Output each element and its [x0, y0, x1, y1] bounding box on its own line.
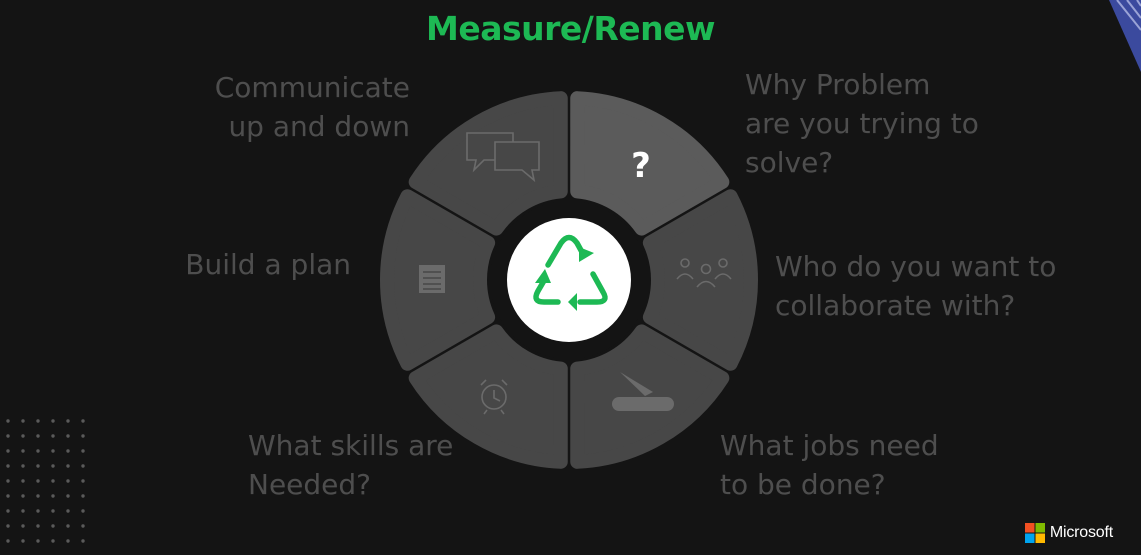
decor-dot — [51, 479, 55, 483]
decor-dot — [81, 449, 85, 453]
decor-dot — [6, 419, 10, 423]
wheel-segment-problem — [570, 91, 730, 236]
label-problem: Why Problem are you trying to solve? — [745, 68, 979, 179]
decor-dot — [36, 539, 40, 543]
notepad-icon — [419, 265, 445, 293]
wheel-segment-collaborate — [642, 189, 758, 371]
decor-dot — [66, 494, 70, 498]
decor-dot — [21, 509, 25, 513]
decor-dot — [66, 419, 70, 423]
decor-dot — [66, 509, 70, 513]
question-mark-icon: ? — [631, 146, 651, 186]
decor-dot — [66, 434, 70, 438]
wheel-segment-communicate — [408, 91, 568, 236]
decor-dot — [6, 539, 10, 543]
wheel-segment-skills — [408, 324, 568, 469]
decor-dot — [51, 494, 55, 498]
label-collaborate: Who do you want to collaborate with? — [775, 250, 1057, 322]
decor-dot — [51, 449, 55, 453]
svg-text:?: ? — [631, 146, 651, 186]
decor-dot — [81, 509, 85, 513]
decor-dot — [21, 524, 25, 528]
decor-dot — [81, 464, 85, 468]
decor-dot — [66, 464, 70, 468]
decor-dot — [21, 539, 25, 543]
decor-dot — [21, 449, 25, 453]
microsoft-logo: Microsoft — [1024, 523, 1113, 543]
decor-dot — [51, 539, 55, 543]
decor-dot — [6, 479, 10, 483]
decor-dot — [66, 539, 70, 543]
decor-dot — [21, 464, 25, 468]
decor-dot — [81, 479, 85, 483]
decor-dot — [81, 419, 85, 423]
decor-dot — [21, 434, 25, 438]
decor-dot — [21, 494, 25, 498]
recycle-icon — [533, 234, 608, 311]
dot-grid-decoration — [6, 419, 85, 543]
decor-dot — [6, 464, 10, 468]
decor-dot — [21, 419, 25, 423]
decor-dot — [6, 524, 10, 528]
brand-name: Microsoft — [1049, 524, 1113, 541]
alarm-clock-icon — [480, 379, 508, 415]
label-skills: What skills are Needed? — [248, 429, 454, 501]
decor-dot — [6, 434, 10, 438]
page-title: Measure/Renew — [426, 9, 716, 48]
pocket-knife-icon — [612, 372, 674, 411]
decor-dot — [81, 539, 85, 543]
decor-dot — [36, 434, 40, 438]
decor-dot — [81, 524, 85, 528]
label-communicate: Communicate up and down — [214, 71, 410, 143]
decor-dot — [36, 479, 40, 483]
people-icon — [676, 258, 732, 288]
decor-dot — [36, 524, 40, 528]
decor-dot — [51, 464, 55, 468]
decor-dot — [6, 449, 10, 453]
decor-dot — [51, 509, 55, 513]
decor-dot — [66, 449, 70, 453]
decor-dot — [51, 434, 55, 438]
decor-dot — [6, 494, 10, 498]
decor-dot — [51, 419, 55, 423]
decor-dot — [66, 479, 70, 483]
decor-dot — [6, 509, 10, 513]
decor-dot — [51, 524, 55, 528]
wheel-segment-jobs — [570, 324, 730, 469]
decor-dot — [36, 449, 40, 453]
label-jobs: What jobs need to be done? — [720, 429, 939, 501]
label-plan: Build a plan — [185, 248, 351, 281]
decor-dot — [36, 509, 40, 513]
decor-dot — [36, 419, 40, 423]
chat-bubbles-icon — [466, 132, 540, 183]
decor-dot — [81, 494, 85, 498]
corner-stripe-decoration — [1109, 0, 1141, 72]
decor-dot — [36, 464, 40, 468]
decor-dot — [21, 479, 25, 483]
center-badge — [507, 218, 631, 342]
decor-dot — [81, 434, 85, 438]
decor-dot — [66, 524, 70, 528]
microsoft-windows-icon — [1024, 523, 1045, 543]
decor-dot — [36, 494, 40, 498]
